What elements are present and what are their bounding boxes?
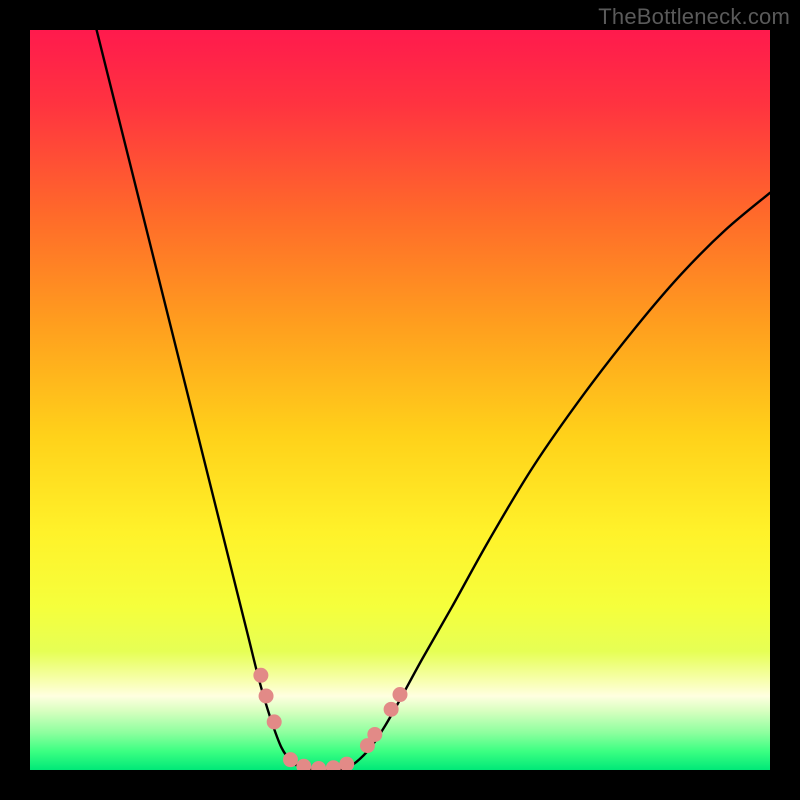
data-marker <box>296 759 311 770</box>
curve-layer <box>30 30 770 770</box>
plot-area <box>30 30 770 770</box>
data-marker <box>253 668 268 683</box>
data-marker <box>384 702 399 717</box>
marker-group <box>253 668 407 770</box>
right-curve <box>345 193 771 769</box>
data-marker <box>326 760 341 770</box>
data-marker <box>267 714 282 729</box>
data-marker <box>339 757 354 770</box>
data-marker <box>393 687 408 702</box>
watermark-text: TheBottleneck.com <box>598 4 790 30</box>
data-marker <box>311 761 326 770</box>
stage: TheBottleneck.com <box>0 0 800 800</box>
data-marker <box>283 752 298 767</box>
left-curve <box>97 30 304 769</box>
data-marker <box>259 689 274 704</box>
data-marker <box>367 727 382 742</box>
